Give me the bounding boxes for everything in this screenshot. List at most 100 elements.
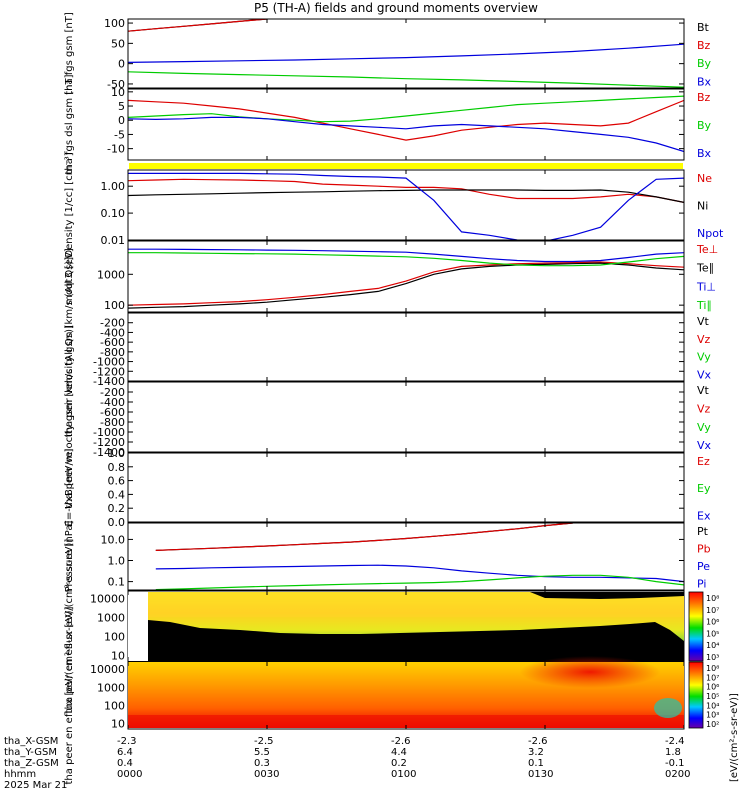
footer-z-value: -0.1 xyxy=(665,758,685,769)
footer-x-value: -2.6 xyxy=(391,736,411,747)
y-tick-label: 10.0 xyxy=(101,533,126,546)
footer-y-value: 5.5 xyxy=(254,747,270,758)
y-axis-label: tha peir velocity gsm [km/s (All Qs)] xyxy=(64,257,75,438)
footer-x-value: -2.4 xyxy=(665,736,685,747)
legend-Vt: Vt xyxy=(697,384,710,397)
series-Ne-line xyxy=(128,178,684,203)
footer-y-value: 4.4 xyxy=(391,747,407,758)
y-axis-label: Density [1/cc] [cm⁻³] xyxy=(64,152,75,257)
y-axis-label: Pressure [nPa] xyxy=(64,521,75,593)
y-tick-label: 0 xyxy=(118,58,125,71)
y-tick-label: 0 xyxy=(118,114,125,127)
legend-Ey: Ey xyxy=(697,482,711,495)
y-tick-label: -10 xyxy=(107,143,125,156)
panel-4: 1000 100 moqt3 [eV] Te⊥ Te∥ Ti⊥ Ti∥ xyxy=(64,240,718,313)
y-tick-label: 0.10 xyxy=(101,207,126,220)
legend-Te⊥: Te⊥ xyxy=(696,243,718,256)
panel-8: 10.0 1.0 0.1 Pressure [nPa] Pt Pb Pe Pi xyxy=(64,521,711,593)
legend-Ti∥: Ti∥ xyxy=(696,299,712,312)
series-Ni-line xyxy=(128,189,684,203)
footer-row-label-x: tha_X-GSM xyxy=(4,736,58,747)
legend-Pe: Pe xyxy=(697,560,710,573)
y-axis-label: E=-VxB [mV/m] xyxy=(64,448,75,526)
panel-frame xyxy=(127,381,685,453)
y-tick-label: -400 xyxy=(100,396,125,409)
legend-Bx: Bx xyxy=(697,75,712,88)
legend-Ex: Ex xyxy=(697,509,711,522)
y-tick-label: 10 xyxy=(111,718,125,731)
colorbar-tick-label: 10² xyxy=(706,720,719,729)
series-Bx-line xyxy=(128,43,684,63)
y-tick-label: 50 xyxy=(111,37,125,50)
panel-1: 100 50 0 -50 tha fgs gsm [nT] Bt Bz By Bx xyxy=(64,12,712,95)
y-axis-label: tha peer en eflux [eV/(cm²-s-sr-eV)] xyxy=(64,606,75,784)
y-tick-label: 1000 xyxy=(97,681,125,694)
footer-row-label-y: tha_Y-GSM xyxy=(4,747,57,758)
y-tick-label: 10000 xyxy=(90,663,125,676)
ion-spectrogram xyxy=(128,592,684,661)
legend-Ne: Ne xyxy=(697,172,712,185)
y-tick-label: -1200 xyxy=(93,436,125,449)
y-axis-label: tha fgs dsl gsm [nT] xyxy=(64,74,75,174)
colorbar-tick-label: 10⁷ xyxy=(706,606,719,615)
status-bar xyxy=(129,163,683,169)
footer-x-value: -2.3 xyxy=(117,736,137,747)
footer-y-value: 1.8 xyxy=(665,747,681,758)
colorbar-tick-label: 10³ xyxy=(706,653,719,662)
legend-Vx: Vx xyxy=(697,368,712,381)
y-tick-label: 0.0 xyxy=(108,516,126,529)
y-tick-label: -1200 xyxy=(93,365,125,378)
legend-By: By xyxy=(697,57,712,70)
y-tick-label: -5 xyxy=(114,128,125,141)
series-Pb-line xyxy=(155,523,573,551)
y-tick-label: -1000 xyxy=(93,426,125,439)
footer-time-value: 0030 xyxy=(254,769,279,780)
y-tick-label: -400 xyxy=(100,326,125,339)
legend-Bt: Bt xyxy=(697,21,710,34)
y-tick-label: -1000 xyxy=(93,356,125,369)
y-tick-label: -1400 xyxy=(93,446,125,459)
y-axis-label: moqt3 [eV] xyxy=(64,248,75,305)
panel-frame xyxy=(127,169,685,241)
legend-Npot: Npot xyxy=(697,227,724,240)
y-tick-label: -600 xyxy=(100,406,125,419)
y-tick-label: -800 xyxy=(100,416,125,429)
series-Bz-line xyxy=(128,19,274,32)
footer-date: 2025 Mar 21 xyxy=(4,780,67,791)
y-tick-label: -1400 xyxy=(93,375,125,388)
colorbar-tick-label: 10⁵ xyxy=(706,629,719,638)
legend-Vy: Vy xyxy=(697,421,711,434)
legend-Vt: Vt xyxy=(697,315,710,328)
y-tick-label: -800 xyxy=(100,346,125,359)
legend-Vz: Vz xyxy=(697,402,711,415)
colorbar-tick-label: 10⁵ xyxy=(706,692,719,701)
footer-z-value: 0.2 xyxy=(391,758,407,769)
colorbar-tick-label: 10⁴ xyxy=(706,641,719,650)
footer-y-value: 6.4 xyxy=(117,747,133,758)
footer-x-value: -2.6 xyxy=(528,736,548,747)
y-tick-label: 1.00 xyxy=(101,180,126,193)
series-By-line xyxy=(128,71,684,88)
y-axis-label: tha peer velocity gsm [km/s (All Qs)] xyxy=(64,325,75,509)
colorbar-tick-label: 10⁶ xyxy=(706,618,719,627)
legend-Pt: Pt xyxy=(697,525,709,538)
footer-row-label-time: hhmm xyxy=(4,769,36,780)
series-Ti∥-line xyxy=(128,252,684,267)
y-tick-label: 10 xyxy=(111,86,125,99)
footer-x-value: -2.5 xyxy=(254,736,274,747)
series-Ti⊥-line xyxy=(128,248,684,263)
series-Pi-line xyxy=(155,574,684,590)
legend-Bx: Bx xyxy=(697,147,712,160)
y-tick-label: 0.1 xyxy=(108,576,126,589)
series-Npot-line xyxy=(128,172,684,240)
panel-frame xyxy=(127,522,685,591)
y-tick-label: 100 xyxy=(104,299,125,312)
panel-7: 1.00.80.60.40.20.0 E=-VxB [mV/m] Ez Ey Ex xyxy=(64,447,711,529)
legend-Vz: Vz xyxy=(697,333,711,346)
footer-y-value: 3.2 xyxy=(528,747,544,758)
y-tick-label: 0.2 xyxy=(108,502,126,515)
legend-Pb: Pb xyxy=(697,542,711,555)
